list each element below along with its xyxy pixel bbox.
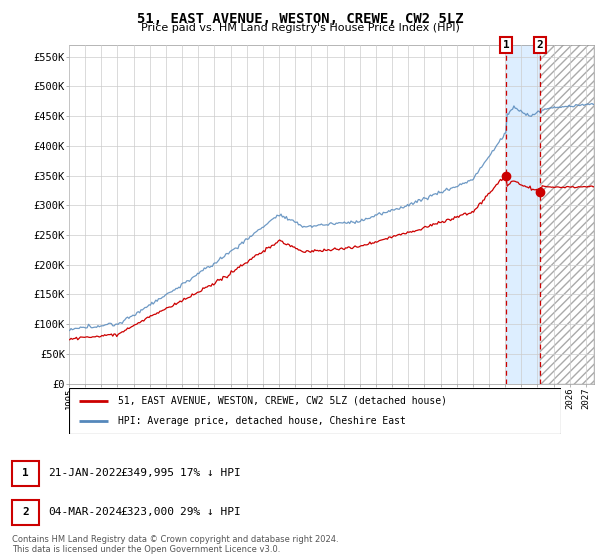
Text: This data is licensed under the Open Government Licence v3.0.: This data is licensed under the Open Gov… — [12, 545, 280, 554]
Text: 1: 1 — [22, 468, 29, 478]
Bar — [540, 45, 594, 384]
Text: £323,000: £323,000 — [120, 507, 174, 517]
Text: 2: 2 — [22, 507, 29, 517]
Text: 17% ↓ HPI: 17% ↓ HPI — [180, 468, 241, 478]
Text: 1: 1 — [503, 40, 509, 50]
Text: 21-JAN-2022: 21-JAN-2022 — [48, 468, 122, 478]
Text: 2: 2 — [537, 40, 544, 50]
Bar — [506, 45, 540, 384]
Text: Price paid vs. HM Land Registry's House Price Index (HPI): Price paid vs. HM Land Registry's House … — [140, 23, 460, 33]
Text: HPI: Average price, detached house, Cheshire East: HPI: Average price, detached house, Ches… — [118, 416, 406, 426]
Text: 29% ↓ HPI: 29% ↓ HPI — [180, 507, 241, 517]
Text: 51, EAST AVENUE, WESTON, CREWE, CW2 5LZ: 51, EAST AVENUE, WESTON, CREWE, CW2 5LZ — [137, 12, 463, 26]
Text: Contains HM Land Registry data © Crown copyright and database right 2024.: Contains HM Land Registry data © Crown c… — [12, 535, 338, 544]
Bar — [540, 45, 594, 384]
Text: 51, EAST AVENUE, WESTON, CREWE, CW2 5LZ (detached house): 51, EAST AVENUE, WESTON, CREWE, CW2 5LZ … — [118, 396, 447, 406]
Text: £349,995: £349,995 — [120, 468, 174, 478]
Text: 04-MAR-2024: 04-MAR-2024 — [48, 507, 122, 517]
